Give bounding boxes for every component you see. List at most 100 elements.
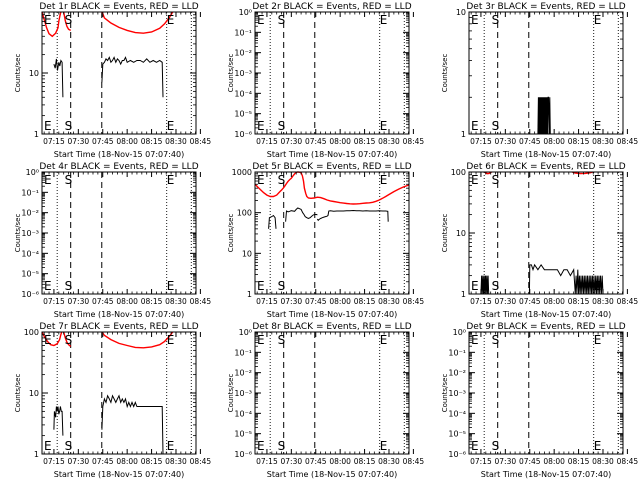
x-tick-label: 08:30 bbox=[165, 457, 187, 466]
x-tick-label: 08:45 bbox=[403, 297, 425, 306]
y-tick-label: 10 bbox=[242, 249, 252, 258]
y-tick-label: 1 bbox=[34, 130, 39, 139]
y-tick-label: 10⁻⁴ bbox=[234, 89, 252, 98]
x-tick-label: 07:30 bbox=[495, 137, 517, 146]
start-letter-bottom: E bbox=[471, 279, 479, 293]
s-marker-top: S bbox=[278, 13, 286, 27]
x-tick-label: 08:30 bbox=[165, 137, 187, 146]
y-tick-label: 10⁻¹ bbox=[234, 28, 252, 37]
x-tick-label: 08:15 bbox=[141, 457, 163, 466]
s-marker-bottom: S bbox=[65, 119, 73, 133]
x-axis-label: Start Time (18-Nov-15 07:07:40) bbox=[267, 470, 397, 479]
series-2-line bbox=[268, 214, 277, 229]
x-tick-label: 08:45 bbox=[190, 137, 212, 146]
panel-6: Det 6r BLACK = Events, RED = LLD Counts/s… bbox=[441, 162, 638, 319]
y-tick-label: 10⁻² bbox=[234, 369, 252, 378]
y-tick-label: 1000 bbox=[232, 168, 252, 177]
x-axis-label: Start Time (18-Nov-15 07:07:40) bbox=[481, 150, 611, 159]
start-letter-top: E bbox=[44, 173, 52, 187]
x-tick-label: 07:30 bbox=[281, 297, 303, 306]
plot-frame bbox=[254, 11, 410, 135]
start-letter-bottom: E bbox=[471, 439, 479, 453]
s-marker-bottom: S bbox=[65, 439, 73, 453]
e-marker-top: E bbox=[380, 13, 388, 27]
e-marker-top: E bbox=[167, 173, 175, 187]
s-marker-bottom: S bbox=[278, 119, 286, 133]
y-tick-label: 100 bbox=[24, 328, 39, 337]
x-tick-label: 08:00 bbox=[116, 297, 138, 306]
y-tick-label: 10⁻³ bbox=[234, 69, 252, 78]
series-5-line bbox=[101, 394, 164, 455]
y-axis-label: Counts/sec bbox=[227, 374, 235, 413]
y-tick-label: 10⁻⁶ bbox=[21, 290, 39, 299]
y-axis-label: Counts/sec bbox=[14, 54, 22, 93]
y-tick-label: 10⁻³ bbox=[448, 389, 466, 398]
x-tick-label: 07:15 bbox=[256, 137, 278, 146]
y-tick-label: 10⁻¹ bbox=[234, 348, 252, 357]
x-tick-label: 07:15 bbox=[470, 137, 492, 146]
series-1-line bbox=[41, 331, 63, 347]
y-tick-label: 10⁻² bbox=[21, 209, 39, 218]
e-marker-bottom: E bbox=[594, 439, 602, 453]
panel-title: Det 5r BLACK = Events, RED = LLD bbox=[252, 162, 411, 172]
y-tick-label: 10⁰ bbox=[239, 8, 252, 17]
panel-7: Det 7r BLACK = Events, RED = LLD Counts/s… bbox=[14, 322, 211, 479]
series-3-line bbox=[101, 11, 174, 34]
x-axis-label: Start Time (18-Nov-15 07:07:40) bbox=[267, 150, 397, 159]
y-tick-label: 10⁻² bbox=[234, 49, 252, 58]
x-tick-label: 08:15 bbox=[354, 297, 376, 306]
x-tick-label: 08:30 bbox=[378, 457, 400, 466]
panel-8: Det 8r BLACK = Events, RED = LLD Counts/s… bbox=[227, 322, 424, 479]
series-1-line bbox=[41, 11, 62, 38]
e-marker-top: E bbox=[594, 333, 602, 347]
x-tick-label: 07:30 bbox=[495, 457, 517, 466]
start-letter-bottom: E bbox=[257, 439, 265, 453]
s-marker-top: S bbox=[65, 13, 73, 27]
series-4-line bbox=[53, 406, 64, 436]
plot-frame bbox=[468, 171, 624, 295]
y-tick-label: 10⁻⁴ bbox=[448, 409, 466, 418]
x-tick-label: 08:30 bbox=[165, 297, 187, 306]
y-tick-label: 10⁻⁶ bbox=[234, 130, 252, 139]
e-marker-top: E bbox=[167, 333, 175, 347]
panel-title: Det 9r BLACK = Events, RED = LLD bbox=[466, 322, 625, 332]
x-tick-label: 08:15 bbox=[568, 137, 590, 146]
x-tick-label: 08:30 bbox=[378, 137, 400, 146]
x-tick-label: 07:15 bbox=[470, 457, 492, 466]
s-marker-top: S bbox=[278, 173, 286, 187]
y-tick-label: 10⁻³ bbox=[21, 229, 39, 238]
x-tick-label: 07:30 bbox=[68, 457, 90, 466]
series-3-line bbox=[101, 331, 174, 349]
s-marker-bottom: S bbox=[278, 439, 286, 453]
start-letter-top: E bbox=[471, 13, 479, 27]
y-tick-label: 100 bbox=[237, 209, 252, 218]
y-tick-label: 10 bbox=[456, 8, 466, 17]
x-tick-label: 07:30 bbox=[495, 297, 517, 306]
x-tick-label: 07:15 bbox=[470, 297, 492, 306]
panel-5: Det 5r BLACK = Events, RED = LLD Counts/s… bbox=[227, 162, 424, 319]
panel-1: Det 1r BLACK = Events, RED = LLD Counts/s… bbox=[14, 2, 211, 159]
x-axis-label: Start Time (18-Nov-15 07:07:40) bbox=[54, 150, 184, 159]
start-letter-bottom: E bbox=[471, 119, 479, 133]
x-tick-label: 07:45 bbox=[519, 297, 541, 306]
s-marker-bottom: S bbox=[492, 119, 500, 133]
e-marker-top: E bbox=[380, 333, 388, 347]
x-tick-label: 08:15 bbox=[354, 457, 376, 466]
plot-frame bbox=[41, 11, 197, 135]
plot-frame bbox=[468, 11, 624, 135]
s-marker-top: S bbox=[492, 333, 500, 347]
y-tick-label: 1 bbox=[34, 450, 39, 459]
start-letter-top: E bbox=[471, 173, 479, 187]
series-1-line bbox=[254, 171, 410, 205]
x-tick-label: 08:15 bbox=[141, 137, 163, 146]
start-letter-top: E bbox=[44, 333, 52, 347]
x-tick-label: 08:00 bbox=[329, 137, 351, 146]
x-tick-label: 08:00 bbox=[543, 457, 565, 466]
s-marker-bottom: S bbox=[65, 279, 73, 293]
x-tick-label: 07:30 bbox=[68, 137, 90, 146]
x-tick-label: 07:45 bbox=[305, 137, 327, 146]
x-tick-label: 08:15 bbox=[568, 457, 590, 466]
s-marker-top: S bbox=[65, 333, 73, 347]
panel-title: Det 7r BLACK = Events, RED = LLD bbox=[39, 322, 198, 332]
